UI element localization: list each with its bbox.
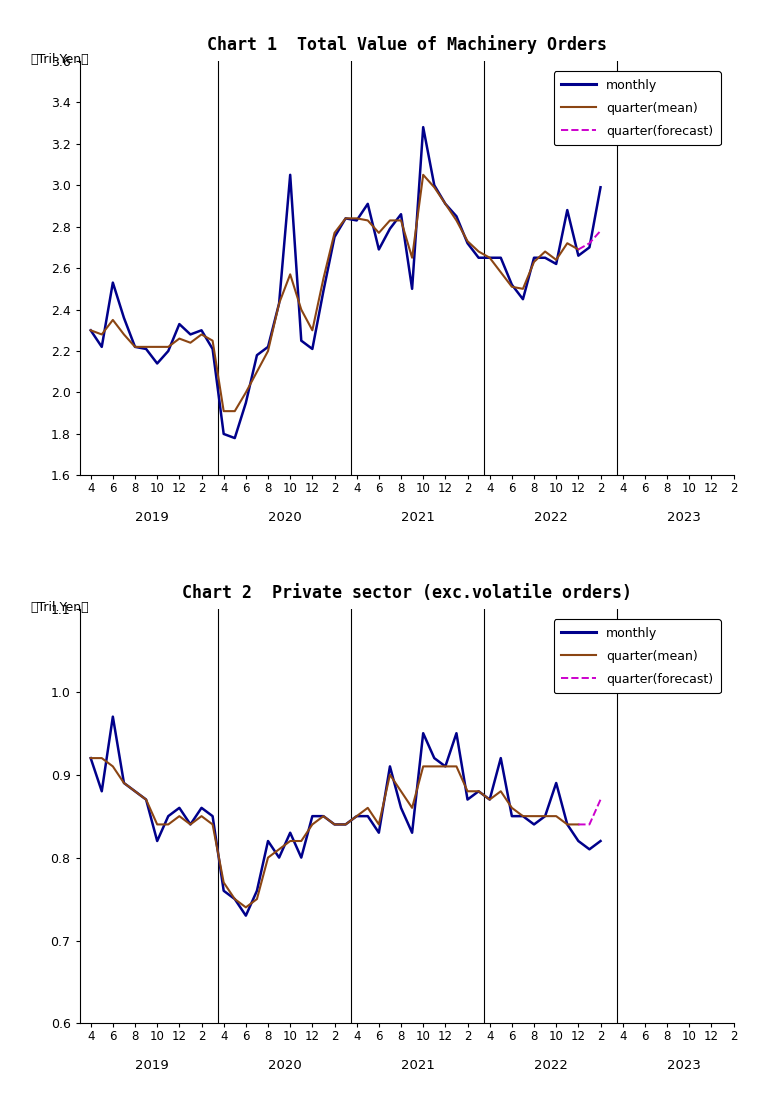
Text: 2020: 2020 — [268, 1059, 302, 1072]
Text: 2020: 2020 — [268, 511, 302, 523]
Text: 2019: 2019 — [135, 511, 168, 523]
Legend: monthly, quarter(mean), quarter(forecast): monthly, quarter(mean), quarter(forecast… — [554, 619, 721, 693]
Text: 2023: 2023 — [667, 1059, 700, 1072]
Text: 2021: 2021 — [401, 511, 435, 523]
Legend: monthly, quarter(mean), quarter(forecast): monthly, quarter(mean), quarter(forecast… — [554, 72, 721, 146]
Text: （Tril.Yen）: （Tril.Yen） — [31, 53, 90, 65]
Text: （Tril.Yen）: （Tril.Yen） — [31, 601, 90, 614]
Text: 2022: 2022 — [533, 1059, 567, 1072]
Text: 2019: 2019 — [135, 1059, 168, 1072]
Text: 2022: 2022 — [533, 511, 567, 523]
Text: 2021: 2021 — [401, 1059, 435, 1072]
Text: 2023: 2023 — [667, 511, 700, 523]
Title: Chart 1  Total Value of Machinery Orders: Chart 1 Total Value of Machinery Orders — [207, 34, 607, 54]
Title: Chart 2  Private sector (exc.volatile orders): Chart 2 Private sector (exc.volatile ord… — [181, 584, 631, 602]
